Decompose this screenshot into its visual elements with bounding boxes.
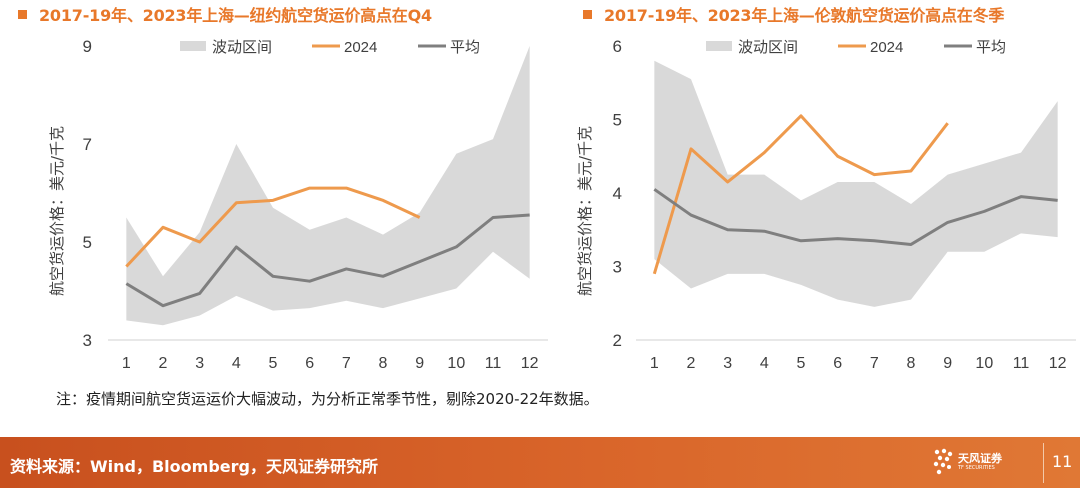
footer-divider: [1043, 443, 1044, 483]
x-tick-label: 5: [269, 355, 278, 372]
y-axis-label: 航空货运价格：美元/千克: [48, 126, 66, 296]
y-tick-label: 5: [83, 233, 92, 252]
band-area: [126, 46, 530, 326]
legend-band-swatch: [180, 41, 206, 51]
y-tick-label: 2: [613, 331, 622, 350]
y-tick-label: 7: [83, 135, 92, 154]
x-tick-label: 3: [723, 355, 732, 372]
legend-label-2024: 2024: [344, 39, 377, 56]
chart-note: 注：疫情期间航空货运运价大幅波动，为分析正常季节性，剔除2020-22年数据。: [56, 390, 599, 408]
x-tick-label: 12: [1049, 355, 1067, 372]
left-chart-title-text: 2017-19年、2023年上海—纽约航空货运价高点在Q4: [39, 6, 432, 25]
y-tick-label: 9: [83, 37, 92, 56]
x-tick-label: 7: [342, 355, 351, 372]
legend-label-2024: 2024: [870, 39, 903, 56]
legend-label-average: 平均: [976, 38, 1006, 56]
title-bullet-icon: [583, 10, 592, 19]
y-tick-label: 6: [613, 37, 622, 56]
series-2024-line: [125, 186, 421, 268]
x-tick-label: 10: [447, 355, 465, 372]
x-tick-label: 2: [159, 355, 168, 372]
x-tick-label: 6: [305, 355, 314, 372]
logo-subtext: TF SECURITIES: [958, 465, 995, 471]
legend-band-swatch: [706, 41, 732, 51]
y-tick-label: 5: [613, 111, 622, 130]
x-tick-label: 4: [232, 355, 241, 372]
x-tick-label: 9: [943, 355, 952, 372]
x-tick-label: 2: [687, 355, 696, 372]
legend-label-band: 波动区间: [212, 38, 272, 56]
left-chart-title: 2017-19年、2023年上海—纽约航空货运价高点在Q4: [18, 2, 432, 26]
footer-source: 资料来源：Wind，Bloomberg，天风证券研究所: [10, 457, 378, 476]
series-2024-line: [652, 114, 949, 275]
x-tick-label: 7: [870, 355, 879, 372]
company-logo: 天风证券 TF SECURITIES: [932, 447, 1022, 479]
series-average-line: [653, 188, 1058, 246]
x-tick-label: 3: [195, 355, 204, 372]
logo-leaf-icon: [933, 448, 953, 475]
x-tick-label: 1: [122, 355, 131, 372]
footer-bar: 资料来源：Wind，Bloomberg，天风证券研究所 天风证券 TF SECU…: [0, 437, 1080, 488]
y-tick-label: 3: [83, 331, 92, 350]
legend-label-band: 波动区间: [738, 38, 798, 56]
x-tick-label: 11: [1013, 355, 1030, 372]
x-tick-label: 1: [650, 355, 659, 372]
x-tick-label: 9: [415, 355, 424, 372]
y-tick-label: 4: [613, 184, 622, 203]
x-tick-label: 11: [485, 355, 502, 372]
x-tick-label: 6: [833, 355, 842, 372]
x-tick-label: 8: [907, 355, 916, 372]
x-tick-label: 10: [975, 355, 993, 372]
y-tick-label: 3: [613, 258, 622, 277]
x-tick-label: 8: [379, 355, 388, 372]
x-tick-label: 4: [760, 355, 769, 372]
right-chart-title-text: 2017-19年、2023年上海—伦敦航空货运价高点在冬季: [604, 6, 1005, 25]
band-area: [654, 60, 1058, 307]
x-tick-label: 5: [797, 355, 806, 372]
right-chart-title: 2017-19年、2023年上海—伦敦航空货运价高点在冬季: [583, 2, 1004, 26]
logo-text: 天风证券: [958, 452, 1002, 465]
page-number: 11: [1052, 452, 1073, 471]
title-bullet-icon: [18, 10, 27, 19]
series-average-line: [125, 213, 530, 308]
x-tick-label: 12: [521, 355, 539, 372]
legend-label-average: 平均: [450, 38, 480, 56]
y-axis-label: 航空货运价格：美元/千克: [576, 126, 594, 296]
